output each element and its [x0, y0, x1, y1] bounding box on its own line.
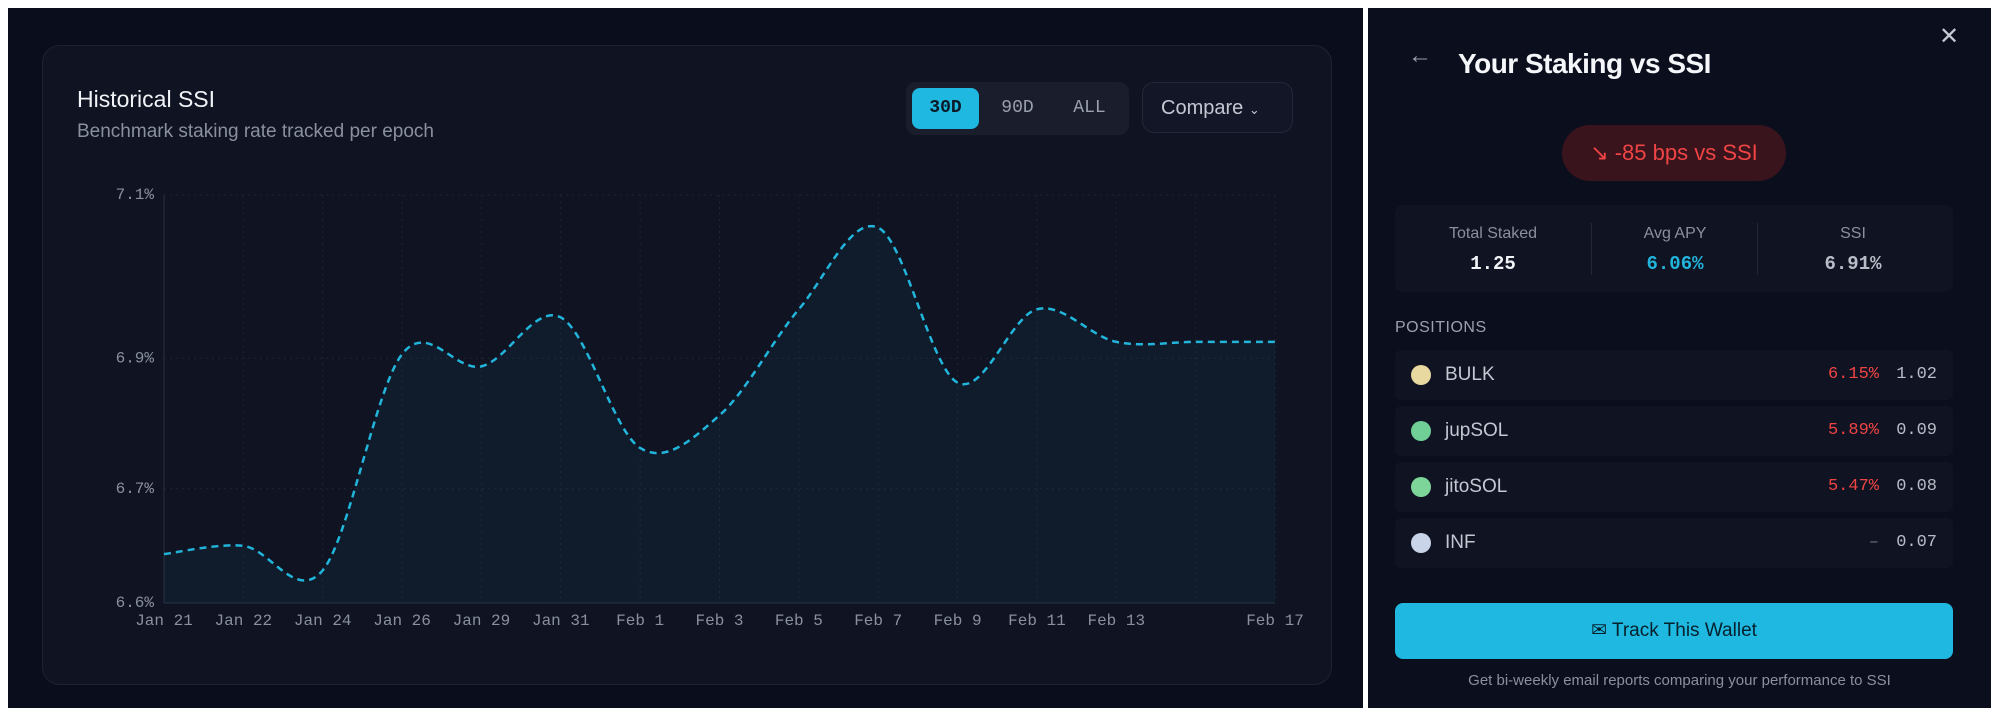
- footer-note: Get bi-weekly email reports comparing yo…: [1468, 672, 1891, 689]
- x-tick-label: Feb 17: [1246, 612, 1304, 630]
- button-label: Track This Wallet: [1611, 620, 1757, 641]
- token-icon: [1411, 533, 1431, 553]
- x-tick-label: Feb 9: [934, 612, 982, 630]
- stat-label: Avg APY: [1643, 225, 1707, 242]
- x-tick-label: Jan 31: [532, 612, 590, 630]
- stat-value: 1.25: [1470, 253, 1516, 275]
- chart-card: Historical SSI Benchmark staking rate tr…: [42, 45, 1332, 685]
- range-button[interactable]: 90D: [1001, 98, 1034, 118]
- position-row[interactable]: jitoSOL 5.47% 0.08: [1395, 462, 1953, 512]
- panel-title: Your Staking vs SSI: [1458, 48, 1711, 79]
- y-tick-label: 6.7%: [116, 480, 155, 498]
- positions-title: POSITIONS: [1395, 319, 1487, 336]
- token-name: jupSOL: [1445, 420, 1509, 441]
- position-row[interactable]: BULK 6.15% 1.02: [1395, 350, 1953, 400]
- divider: [1591, 223, 1592, 275]
- x-tick-label: Feb 11: [1008, 612, 1066, 630]
- side-panel: ← Your Staking vs SSI ✕ ↘ -85 bps vs SSI…: [1368, 8, 1991, 708]
- token-name: jitoSOL: [1445, 476, 1508, 497]
- track-button[interactable]: ✉ Track This Wallet: [1395, 603, 1953, 659]
- x-tick-label: Jan 24: [294, 612, 352, 630]
- stat-value: 6.91%: [1824, 253, 1882, 275]
- compare-label: Compare: [1161, 97, 1244, 119]
- x-tick-label: Feb 3: [695, 612, 743, 630]
- range-button[interactable]: 30D: [912, 88, 979, 129]
- x-tick-label: Jan 29: [453, 612, 511, 630]
- line-area: [164, 226, 1275, 604]
- x-tick-label: Feb 5: [775, 612, 823, 630]
- x-tick-label: Feb 7: [854, 612, 902, 630]
- token-amount: 1.02: [1896, 365, 1937, 384]
- x-tick-label: Feb 13: [1087, 612, 1145, 630]
- divider: [1757, 223, 1758, 275]
- token-icon: [1411, 477, 1431, 497]
- position-row[interactable]: INF – 0.07: [1395, 518, 1953, 568]
- x-tick-label: Jan 21: [135, 612, 193, 630]
- badge-text: -85 bps vs SSI: [1614, 140, 1758, 165]
- back-button[interactable]: ←: [1408, 42, 1432, 69]
- token-icon: [1411, 365, 1431, 385]
- token-name: INF: [1445, 532, 1476, 553]
- token-apy: 5.47%: [1827, 477, 1879, 496]
- chart: Jan 21 Jan 22 Jan 24 Jan 26 Jan 29 Jan 31 Feb …: [116, 186, 1304, 630]
- token-apy: 6.15%: [1827, 365, 1879, 384]
- chart-title: Historical SSI: [77, 86, 216, 112]
- y-tick-label: 6.9%: [116, 349, 155, 367]
- token-amount: 0.07: [1896, 533, 1937, 552]
- line-series: [163, 224, 1275, 582]
- stat-value: 6.06%: [1646, 253, 1704, 275]
- x-tick-label: Jan 26: [373, 612, 431, 630]
- y-tick-label: 6.6%: [116, 594, 155, 612]
- token-name: BULK: [1445, 364, 1495, 385]
- range-button[interactable]: ALL: [1073, 98, 1106, 118]
- range-toggle: 30D 90D ALL: [906, 82, 1129, 135]
- close-button[interactable]: ✕: [1939, 23, 1960, 50]
- x-tick-label: Jan 22: [215, 612, 273, 630]
- delta-badge: ↘ -85 bps vs SSI: [1562, 125, 1786, 181]
- stats-box: Total Staked 1.25 Avg APY 6.06% SSI 6.91%: [1395, 205, 1953, 292]
- position-row[interactable]: jupSOL 5.89% 0.09: [1395, 406, 1953, 456]
- token-amount: 0.08: [1896, 477, 1937, 496]
- token-amount: 0.09: [1896, 421, 1937, 440]
- token-apy: –: [1868, 533, 1879, 552]
- compare-button[interactable]: Compare ⌄: [1142, 82, 1293, 133]
- chart-subtitle: Benchmark staking rate tracked per epoch: [77, 121, 434, 142]
- token-apy: 5.89%: [1827, 421, 1879, 440]
- stat-label: SSI: [1840, 225, 1866, 242]
- token-icon: [1411, 421, 1431, 441]
- stat-label: Total Staked: [1448, 225, 1538, 242]
- x-tick-label: Feb 1: [616, 612, 664, 630]
- y-tick-label: 7.1%: [116, 186, 155, 204]
